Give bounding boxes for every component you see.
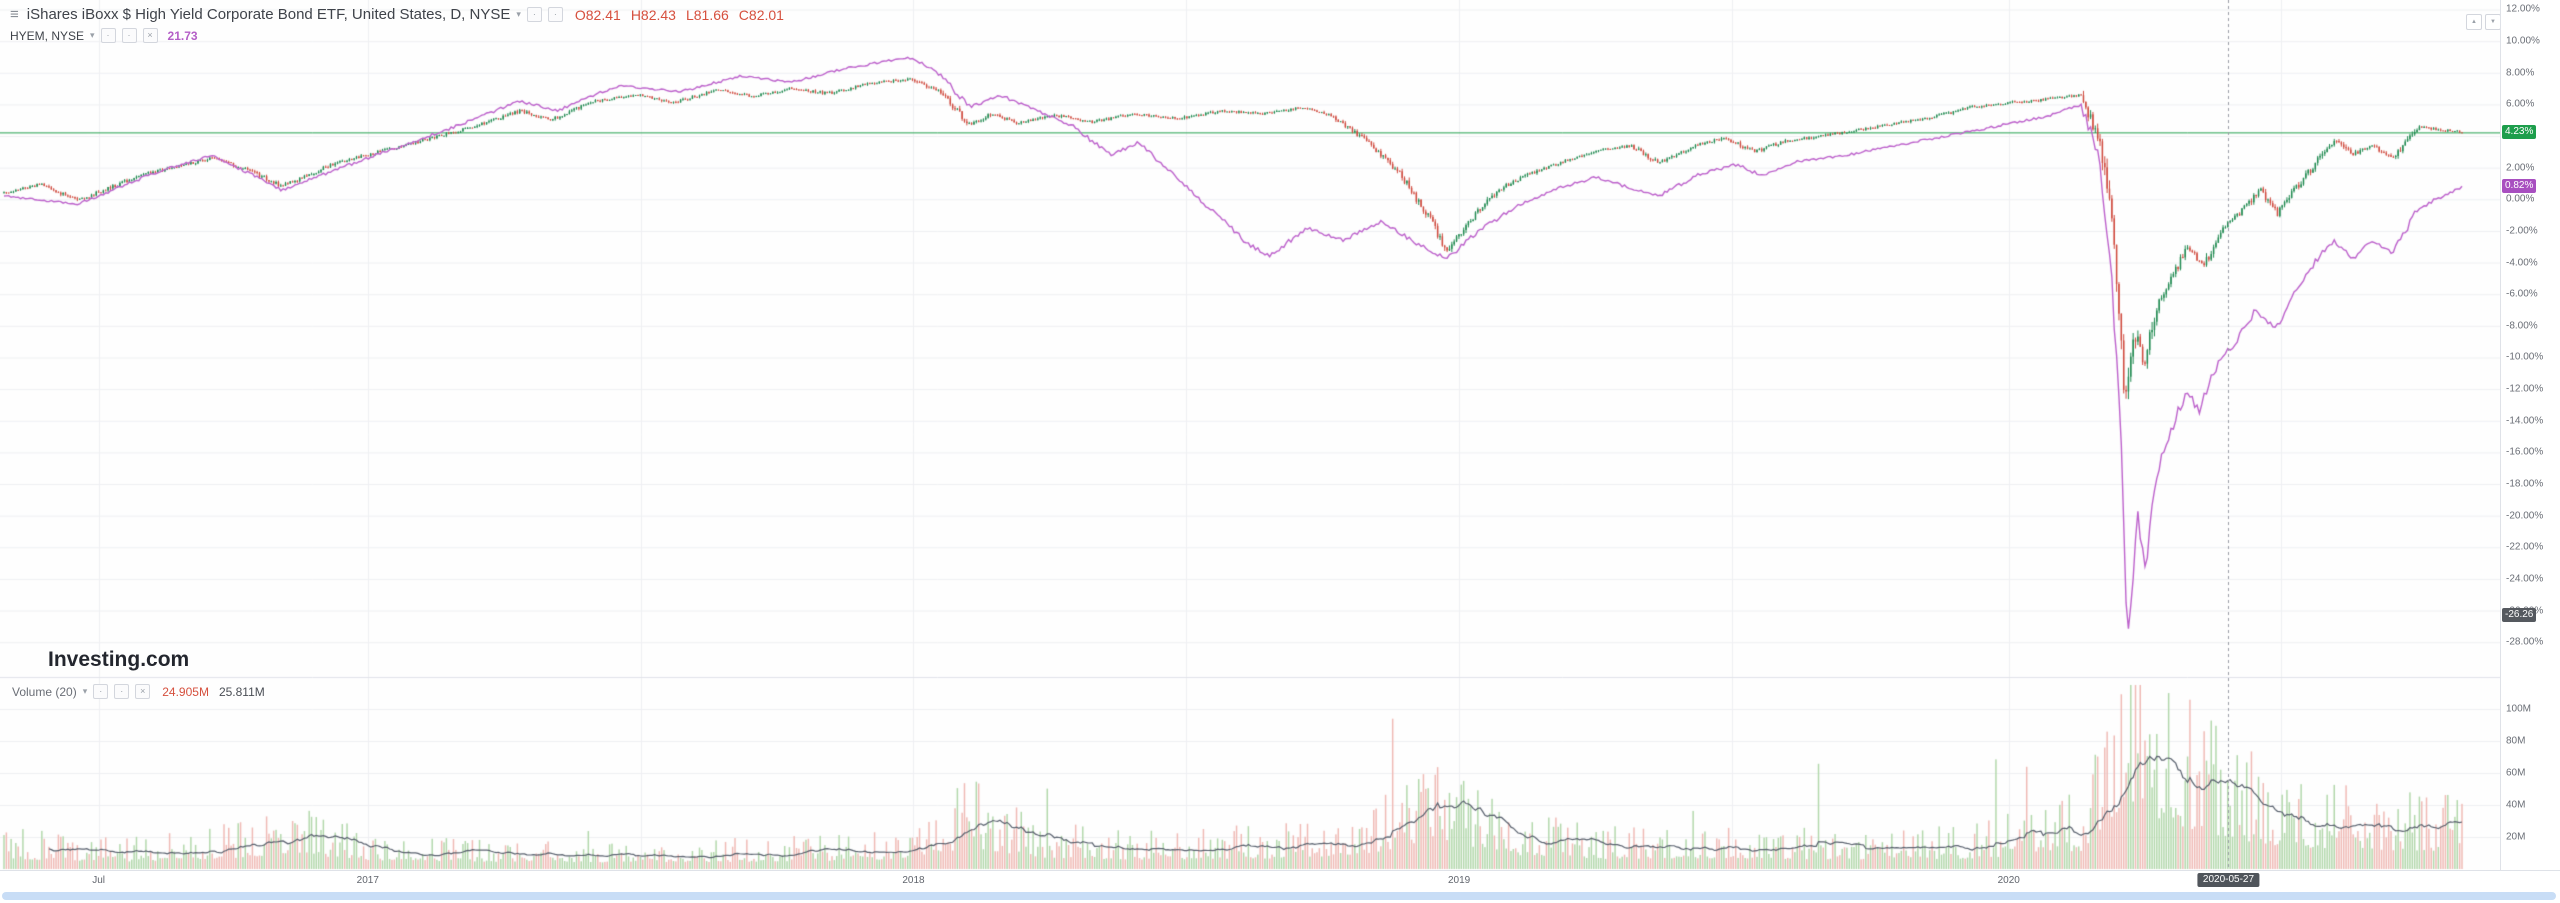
price-axis-tick: 8.00%: [2506, 67, 2535, 79]
symbol-title: iShares iBoxx $ High Yield Corporate Bon…: [26, 6, 511, 23]
chevron-down-icon[interactable]: ▾: [90, 30, 95, 40]
symbol-legend: ≡ iShares iBoxx $ High Yield Corporate B…: [10, 6, 784, 23]
price-axis-tick: -16.00%: [2506, 446, 2544, 458]
crosshair-price-badge: -26.26: [2502, 607, 2537, 622]
time-axis-label: Jul: [92, 875, 106, 886]
price-axis-tick: -8.00%: [2506, 320, 2538, 332]
investing-logo: Investing.com: [48, 648, 189, 672]
chevron-down-icon[interactable]: ▾: [82, 686, 88, 696]
volume-axis-tick: 80M: [2506, 735, 2526, 747]
time-axis[interactable]: Jul 2017 2018 2019 2020 2020-05-27: [0, 870, 2560, 890]
time-axis-label: 2018: [902, 875, 925, 886]
close-value: C82.01: [738, 6, 784, 23]
price-axis-tick: -28.00%: [2506, 636, 2544, 648]
volume-legend: Volume (20) ▾ · · × 24.905M 25.811M: [12, 684, 265, 699]
price-axis-tick: -2.00%: [2506, 225, 2538, 237]
volume-axis-tick: 20M: [2506, 831, 2526, 843]
remove-comparison-icon[interactable]: ×: [142, 28, 158, 43]
price-axis-tick: 10.00%: [2506, 35, 2540, 47]
price-axis-tick: -20.00%: [2506, 510, 2544, 522]
price-axis-tick: -22.00%: [2506, 541, 2544, 553]
expand-pane-icon[interactable]: ▼: [2485, 14, 2501, 30]
volume-ma-value: 25.811M: [218, 684, 265, 699]
price-axis-tick: -6.00%: [2506, 288, 2538, 300]
comparison-legend: HYEM, NYSE ▾ · · × 21.73: [10, 28, 198, 43]
settings-icon[interactable]: ·: [121, 28, 137, 43]
open-value: O82.41: [574, 6, 621, 23]
comparison-value: 21.73: [167, 28, 198, 43]
price-axis-tick: 2.00%: [2506, 162, 2535, 174]
high-value: H82.43: [630, 6, 676, 23]
crosshair-date-badge: 2020-05-27: [2197, 873, 2260, 887]
collapse-pane-icon[interactable]: ▲: [2466, 14, 2482, 30]
settings-icon[interactable]: ·: [547, 7, 563, 22]
price-axis-tick: -12.00%: [2506, 383, 2544, 395]
price-axis-tick: -10.00%: [2506, 351, 2544, 363]
volume-axis-tick: 100M: [2506, 703, 2532, 715]
volume-axis-tick: 60M: [2506, 767, 2526, 779]
chevron-down-icon[interactable]: ▾: [516, 9, 521, 19]
main-price-badge: 4.23%: [2502, 125, 2537, 140]
comparison-price-badge: 0.82%: [2502, 179, 2537, 194]
legend-menu-icon[interactable]: ≡: [10, 6, 19, 23]
investing-logo-tld: .com: [140, 648, 190, 671]
volume-label: Volume (20): [12, 684, 77, 699]
time-axis-label: 2020: [1997, 875, 2020, 886]
ohlc-values: O82.41 H82.43 L81.66 C82.01: [575, 7, 784, 23]
time-axis-label: 2019: [1448, 875, 1471, 886]
price-axis-tick: 0.00%: [2506, 193, 2535, 205]
price-axis-tick: 12.00%: [2506, 3, 2540, 15]
investing-logo-name: Investing: [48, 648, 141, 671]
horizontal-scrollbar[interactable]: [2, 892, 2556, 900]
remove-indicator-icon[interactable]: ×: [135, 684, 151, 699]
visibility-toggle-icon[interactable]: ·: [93, 684, 109, 699]
time-axis-label: 2017: [356, 875, 379, 886]
price-axis-tick: -24.00%: [2506, 573, 2544, 585]
price-axis-tick: -4.00%: [2506, 257, 2538, 269]
price-axis[interactable]: 12.00%10.00%8.00%6.00%4.00%2.00%0.00%-2.…: [2500, 0, 2560, 870]
chart-canvas[interactable]: [0, 0, 2500, 870]
pane-controls: ▲ ▼: [2466, 14, 2501, 30]
price-axis-tick: 6.00%: [2506, 98, 2535, 110]
comparison-symbol: HYEM, NYSE: [10, 28, 85, 43]
low-value: L81.66: [685, 6, 729, 23]
visibility-toggle-icon[interactable]: ·: [100, 28, 116, 43]
volume-axis-tick: 40M: [2506, 799, 2526, 811]
price-axis-tick: -14.00%: [2506, 415, 2544, 427]
price-axis-tick: -18.00%: [2506, 478, 2544, 490]
settings-icon[interactable]: ·: [114, 684, 130, 699]
volume-current-value: 24.905M: [162, 684, 209, 699]
visibility-toggle-icon[interactable]: ·: [526, 7, 542, 22]
